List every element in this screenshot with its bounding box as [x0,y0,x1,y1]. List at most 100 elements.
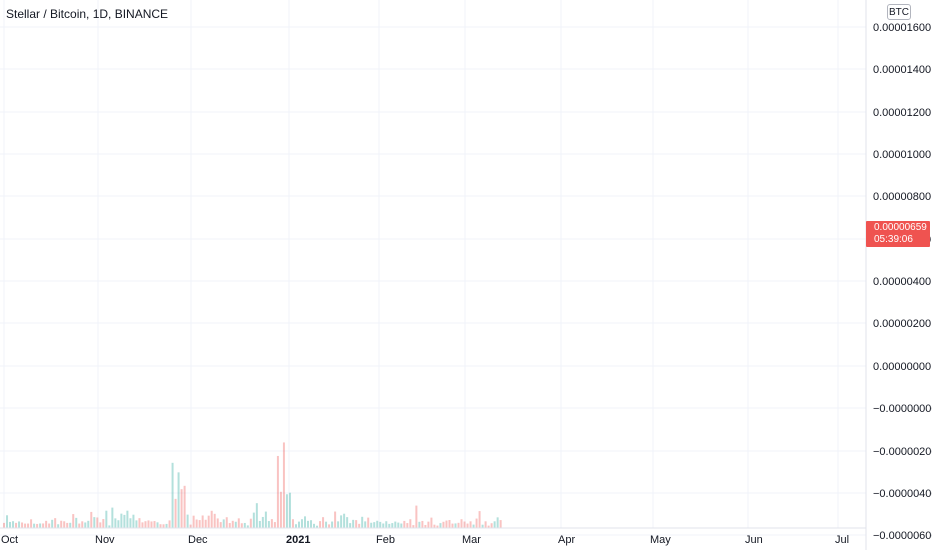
volume-bar [493,521,496,528]
volume-bar [240,523,243,528]
volume-bar [424,524,427,528]
volume-bar [12,521,15,528]
volume-bar [78,523,81,528]
currency-badge[interactable]: BTC [887,4,911,20]
volume-bar [397,522,400,528]
y-tick-label: 0.00001400 [873,64,931,76]
countdown-label: 05:39:06 [874,234,913,245]
volume-bar [415,505,418,528]
y-tick-label: 0.00001000 [873,149,931,161]
volume-bar [39,523,42,528]
volume-bar [496,517,499,528]
chart-title: Stellar / Bitcoin, 1D, BINANCE [6,7,169,21]
volume-bar [168,520,171,528]
volume-bar [132,514,135,528]
volume-bar [102,519,105,528]
x-tick-label: Mar [462,534,481,546]
volume-bars [3,442,502,528]
volume-bar [201,515,204,528]
volume-bar [69,522,72,528]
volume-bar [198,520,201,528]
volume-bar [195,519,198,528]
volume-bar [430,517,433,528]
volume-bar [466,523,469,528]
volume-bar [310,520,313,528]
volume-bar [237,518,240,528]
volume-bar [291,519,294,528]
volume-bar [117,520,120,528]
volume-bar [307,520,310,528]
volume-bar [108,525,111,528]
volume-bar [189,524,192,528]
y-tick-label: 0.00000200 [873,318,931,330]
volume-bar [367,517,370,528]
volume-bar [475,518,478,528]
volume-bar [279,491,282,528]
volume-bar [448,520,451,528]
volume-bar [433,524,436,528]
x-tick-label: Jul [835,534,849,546]
volume-bar [129,518,132,528]
volume-bar [90,511,93,528]
volume-bar [270,519,273,528]
volume-bar [340,515,343,528]
volume-bar [30,519,33,528]
volume-bar [358,523,361,528]
volume-bar [409,519,412,528]
volume-bar [150,521,153,528]
volume-bar [499,520,502,528]
volume-bar [105,510,108,528]
volume-bar [288,492,291,528]
grid [0,0,866,536]
volume-bar [322,517,325,528]
y-tick-label: 0.00000000 [873,361,931,373]
volume-bar [243,522,246,528]
volume-bar [180,489,183,528]
volume-bar [171,462,174,528]
volume-bar [114,518,117,528]
volume-bar [126,510,129,528]
volume-bar [141,522,144,528]
volume-bar [463,521,466,528]
volume-bar [294,524,297,528]
volume-bar [300,519,303,528]
y-tick-label: −0.00000600 [873,530,932,542]
volume-bar [75,517,78,528]
y-tick-label: 0.00001200 [873,107,931,119]
volume-bar [484,521,487,528]
volume-bar [457,522,460,528]
volume-bar [388,523,391,528]
volume-bar [246,525,249,528]
volume-bar [361,516,364,528]
volume-bar [282,442,285,528]
volume-bar [442,521,445,528]
volume-bar [135,520,138,528]
volume-bar [400,523,403,528]
volume-bar [297,521,300,528]
volume-bar [331,521,334,528]
volume-bar [192,515,195,528]
volume-bar [45,520,48,528]
volume-bar [138,518,141,528]
volume-bar [304,516,306,528]
volume-bar [472,524,475,528]
volume-bar [406,523,409,528]
volume-bar [33,523,36,528]
x-tick-label: Oct [1,534,18,546]
volume-bar [349,523,352,528]
volume-bar [204,519,207,528]
volume-bar [355,520,358,528]
volume-bar [99,522,102,528]
y-tick-label: −0.00000400 [873,488,932,500]
volume-bar [313,523,316,528]
x-tick-label: Dec [188,534,208,546]
volume-bar [264,511,267,528]
volume-bar [412,525,415,528]
volume-bar [60,520,63,528]
volume-bar [42,523,45,528]
volume-bar [252,512,255,528]
volume-bar [177,472,180,528]
volume-bar [343,513,346,528]
volume-bar [276,455,279,528]
